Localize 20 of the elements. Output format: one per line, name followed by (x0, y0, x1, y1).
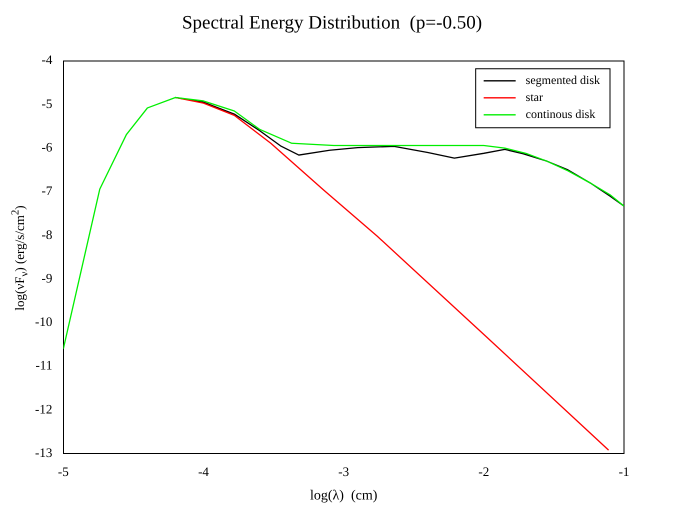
y-tick-label: -10 (34, 314, 52, 330)
y-tick-label: -9 (41, 270, 52, 286)
x-tick-label: -2 (478, 464, 490, 479)
legend-label: star (526, 90, 544, 104)
y-tick-label: -13 (34, 445, 52, 460)
y-tick-label: -7 (41, 183, 53, 198)
legend-label: segmented disk (526, 72, 600, 87)
y-tick-label: -8 (41, 226, 52, 242)
y-tick-label: -11 (35, 358, 52, 373)
chart-title: Spectral Energy Distribution (p=-0.50) (182, 12, 482, 34)
y-tick-label: -5 (41, 96, 52, 111)
x-tick-label: -5 (58, 464, 69, 479)
x-tick-label: -4 (198, 464, 210, 479)
y-tick-label: -6 (41, 140, 53, 155)
x-tick-label: -1 (618, 464, 630, 479)
legend-label: continous disk (526, 106, 596, 121)
y-tick-label: -12 (34, 401, 52, 416)
y-tick-label: -4 (41, 52, 53, 68)
x-axis-title: log(λ) (cm) (310, 488, 378, 504)
x-tick-label: -3 (338, 464, 350, 479)
